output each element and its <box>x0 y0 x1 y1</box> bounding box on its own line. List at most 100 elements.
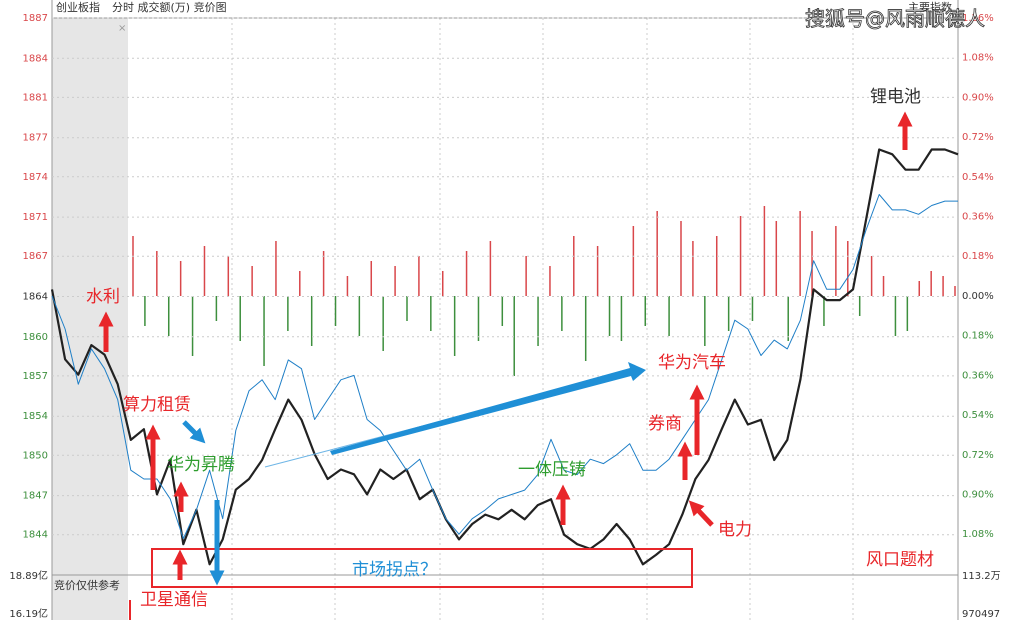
volume-bar <box>382 296 384 351</box>
volume-bar <box>406 296 408 321</box>
chart-title: 创业板指 <box>56 0 100 14</box>
annotation: 风口题材 <box>866 550 934 570</box>
volume-label: 970497 <box>962 609 1000 620</box>
volume-bar <box>334 296 337 326</box>
volume-bar <box>227 256 230 296</box>
volume-label: 113.2万 <box>962 571 1001 582</box>
volume-bar <box>823 296 825 326</box>
y2-tick-label: 1.08% <box>962 529 994 540</box>
volume-bar <box>358 296 361 336</box>
volume-bar <box>239 296 241 341</box>
volume-bar <box>275 241 277 296</box>
y-tick-label: 1850 <box>23 450 48 461</box>
volume-bar <box>346 276 349 296</box>
volume-bar <box>692 241 694 296</box>
volume-bar <box>680 221 682 296</box>
volume-bar <box>310 296 313 346</box>
annotation: 华为昇腾 <box>167 455 235 475</box>
red-arrows <box>98 111 913 580</box>
volume-bar <box>727 296 730 331</box>
volume-bar <box>179 261 182 296</box>
volume-label: 18.89亿 <box>9 569 48 582</box>
volume-bar <box>870 256 873 296</box>
volume-bar <box>632 226 635 296</box>
volume-bar <box>263 296 265 366</box>
y-tick-label: 1871 <box>23 212 48 223</box>
annotation: 卫星通信 <box>140 590 208 610</box>
volume-bar <box>644 296 647 326</box>
volume-bar <box>453 296 456 356</box>
volume-bar <box>501 296 504 326</box>
volume-bar <box>811 231 813 296</box>
y2-tick-label: 0.90% <box>962 92 994 103</box>
highlight-box <box>151 548 693 588</box>
volume-bar <box>525 256 527 296</box>
annotation: 券商 <box>648 414 682 434</box>
volume-bar <box>608 296 611 336</box>
volume-bar <box>906 296 909 331</box>
y-tick-label: 1864 <box>23 292 48 303</box>
volume-bar <box>322 251 325 296</box>
y2-tick-label: 0.72% <box>962 450 994 461</box>
volume-bar <box>418 256 420 296</box>
volume-bar <box>763 206 766 296</box>
volume-bar <box>584 296 587 361</box>
volume-bar <box>370 261 373 296</box>
volume-bar <box>561 296 563 331</box>
volume-bar <box>167 296 170 336</box>
y-tick-label: 1844 <box>23 530 48 541</box>
line-series <box>50 148 959 566</box>
volume-bar <box>156 251 158 296</box>
annotation: 一体压铸 <box>518 460 586 480</box>
y2-tick-label: 0.18% <box>962 251 994 262</box>
volume-bar <box>704 296 706 346</box>
volume-bar <box>596 246 599 296</box>
volume-bar <box>251 266 253 296</box>
volume-bar <box>215 296 218 321</box>
annotation: 锂电池 <box>870 87 921 107</box>
y2-tick-label: 0.00% <box>962 291 994 302</box>
volume-bar <box>441 271 444 296</box>
volume-bar <box>573 236 575 296</box>
y-tick-label: 1847 <box>23 491 48 502</box>
volume-bar <box>668 296 670 336</box>
volume-bar <box>620 296 623 341</box>
y2-tick-label: 1.08% <box>962 53 994 64</box>
annotation: 华为汽车 <box>658 353 726 373</box>
annotation: 市场拐点？ <box>352 560 437 580</box>
y2-tick-label: 0.18% <box>962 331 994 342</box>
y-tick-label: 1857 <box>23 371 48 382</box>
chart-subtitle: 分时 成交额(万) 竞价图 <box>112 0 227 14</box>
volume-bar <box>394 266 396 296</box>
y2-tick-label: 0.90% <box>962 489 994 500</box>
volume-bar <box>537 296 539 346</box>
y2-tick-label: 0.72% <box>962 132 994 143</box>
blue-arrows <box>182 420 225 586</box>
volume-bar <box>942 276 944 296</box>
annotation: 电力 <box>718 520 752 540</box>
volume-bar <box>132 236 134 296</box>
line-series <box>51 194 958 540</box>
volume-bar <box>489 241 492 296</box>
volume-bar <box>751 296 754 321</box>
y2-tick-label: 0.36% <box>962 212 994 223</box>
y-tick-label: 1881 <box>23 92 48 103</box>
y-tick-label: 1867 <box>23 251 48 262</box>
volume-bar <box>299 271 301 296</box>
trend-arrow <box>330 362 646 455</box>
auction-volume <box>129 600 131 620</box>
volume-bar <box>477 296 480 341</box>
y2-tick-label: 1.26% <box>962 13 994 24</box>
volume-bar <box>847 241 849 296</box>
y-tick-label: 1874 <box>23 172 48 183</box>
y2-tick-label: 0.54% <box>962 172 994 183</box>
volume-bar <box>882 276 885 296</box>
volume-bar <box>930 271 932 296</box>
volume-bar <box>775 221 778 296</box>
volume-bar <box>191 296 194 356</box>
y2-tick-label: 0.54% <box>962 410 994 421</box>
annotation: 算力租赁 <box>123 395 191 415</box>
y-tick-label: 1877 <box>23 133 48 144</box>
